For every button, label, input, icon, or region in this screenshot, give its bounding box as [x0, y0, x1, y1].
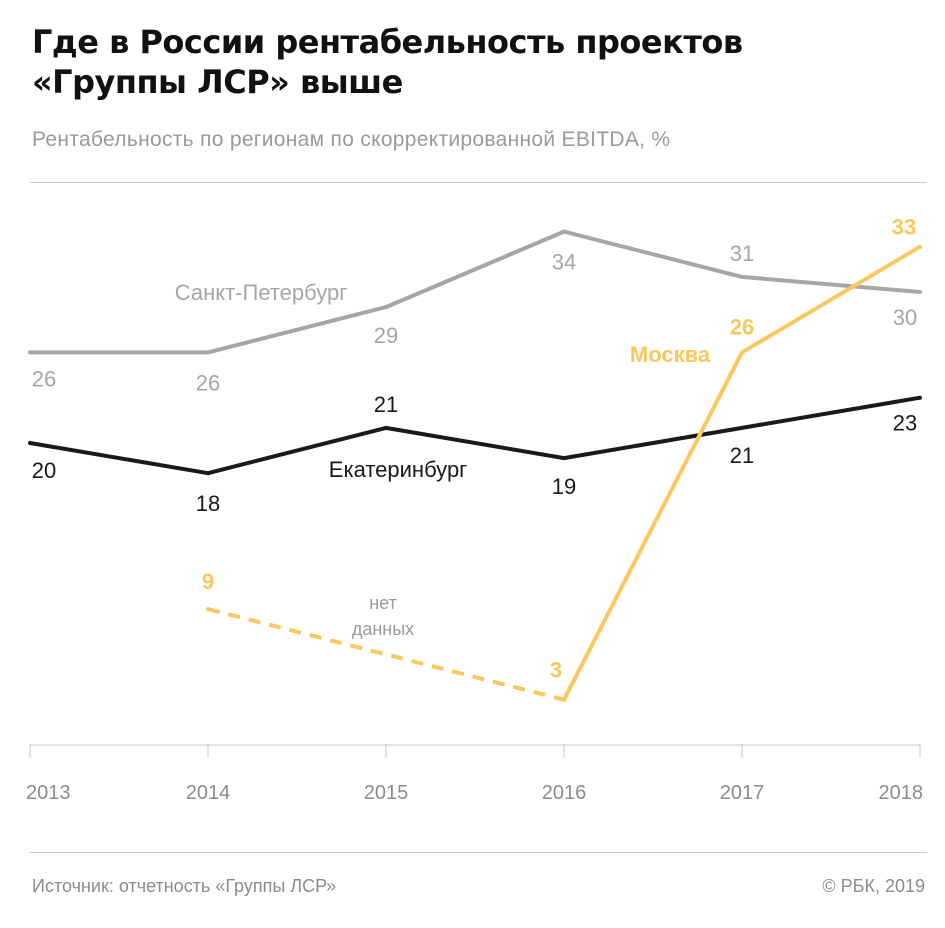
- data-point-ekb: [28, 441, 32, 445]
- data-label-ekb: 21: [730, 443, 754, 468]
- data-point-ekb: [206, 471, 210, 476]
- data-point-spb: [918, 290, 922, 294]
- chart-title-line-2: «Группы ЛСР» выше: [32, 63, 403, 101]
- series-name-msk: Москва: [630, 342, 711, 367]
- series-line-spb: [30, 229, 921, 355]
- data-point-spb: [206, 350, 210, 355]
- data-point-ekb: [740, 425, 744, 430]
- data-point-ekb: [562, 456, 566, 461]
- x-tick-label: 2018: [879, 782, 924, 804]
- copyright-note: © РБК, 2019: [822, 876, 925, 896]
- data-label-msk: 26: [730, 314, 754, 339]
- data-point-ekb: [918, 395, 922, 400]
- x-tick-label: 2014: [186, 782, 231, 804]
- data-label-spb: 29: [374, 323, 398, 348]
- data-point-ekb: [384, 425, 388, 430]
- data-label-spb: 31: [730, 241, 754, 266]
- data-point-spb: [740, 274, 744, 279]
- data-label-ekb: 21: [374, 392, 398, 417]
- bottom-divider: [30, 852, 927, 853]
- x-tick-label: 2016: [542, 782, 587, 804]
- series-name-ekb: Екатеринбург: [329, 457, 467, 482]
- x-tick-label: 2015: [364, 782, 409, 804]
- data-point-spb: [28, 350, 32, 355]
- data-label-ekb: 18: [196, 491, 220, 516]
- chart-title-line-1: Где в России рентабельность проектов: [32, 23, 743, 61]
- data-point-msk: [740, 350, 744, 355]
- chart-subtitle: Рентабельность по регионам по скорректир…: [32, 128, 671, 151]
- chart-title: Где в России рентабельность проектов «Гр…: [32, 22, 912, 102]
- data-label-spb: 26: [32, 366, 56, 391]
- x-tick-label: 2017: [720, 782, 765, 804]
- no-data-annotation: данных: [352, 619, 414, 639]
- data-label-msk: 3: [550, 658, 562, 683]
- x-tick-label: 2013: [26, 782, 71, 804]
- data-point-spb: [384, 305, 388, 310]
- data-point-msk: [206, 607, 210, 612]
- no-data-annotation: нет: [369, 593, 397, 613]
- data-label-msk: 9: [202, 569, 214, 594]
- data-label-spb: 34: [552, 250, 576, 275]
- series-line-ekb: [29, 395, 921, 476]
- data-point-spb: [562, 229, 566, 234]
- data-label-msk: 33: [892, 215, 916, 240]
- top-divider: [30, 182, 927, 183]
- data-label-spb: 26: [196, 370, 220, 395]
- data-label-ekb: 23: [893, 411, 917, 436]
- series-name-spb: Санкт-Петербург: [175, 280, 348, 305]
- data-label-spb: 30: [893, 305, 917, 330]
- data-label-ekb: 19: [552, 474, 576, 499]
- data-point-msk: [918, 244, 922, 249]
- data-point-msk: [562, 697, 566, 702]
- data-label-ekb: 20: [32, 458, 56, 483]
- source-note: Источник: отчетность «Группы ЛСР»: [32, 876, 337, 896]
